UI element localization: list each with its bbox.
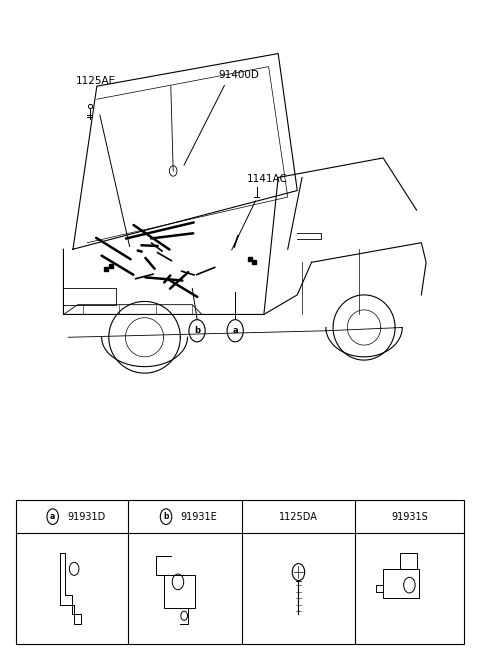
Bar <box>16 500 464 644</box>
Text: a: a <box>232 326 238 335</box>
Text: 91931E: 91931E <box>180 512 217 521</box>
Bar <box>164 575 195 608</box>
Text: 91931D: 91931D <box>67 512 105 521</box>
Bar <box>383 569 419 598</box>
Text: a: a <box>50 512 55 521</box>
Text: b: b <box>194 326 200 335</box>
Text: 1141AC: 1141AC <box>247 174 288 184</box>
Text: 91931S: 91931S <box>391 512 428 521</box>
Text: b: b <box>163 512 169 521</box>
Text: 1125DA: 1125DA <box>279 512 318 521</box>
Bar <box>400 553 417 569</box>
Text: 91400D: 91400D <box>218 69 259 80</box>
Text: 1125AE: 1125AE <box>75 76 116 86</box>
